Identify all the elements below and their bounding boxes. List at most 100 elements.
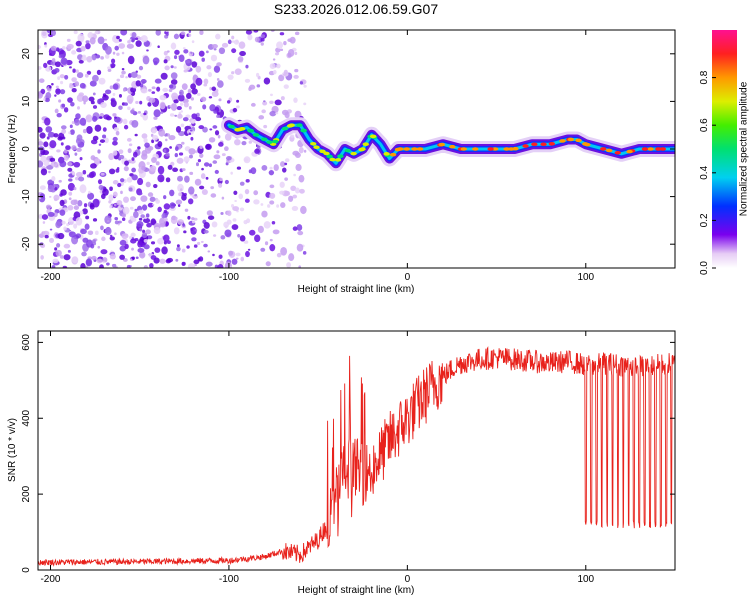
noise-point <box>217 264 224 268</box>
noise-point <box>250 102 256 107</box>
noise-point <box>44 117 51 126</box>
noise-point <box>84 73 89 78</box>
noise-point <box>190 83 197 90</box>
noise-point <box>231 35 235 40</box>
noise-point <box>78 92 85 97</box>
noise-point <box>176 246 181 252</box>
noise-point <box>147 202 154 208</box>
noise-point <box>134 208 138 212</box>
noise-point <box>144 216 147 220</box>
noise-point <box>82 128 87 134</box>
noise-point <box>51 176 56 182</box>
noise-point <box>73 186 77 191</box>
noise-point <box>43 159 50 167</box>
noise-point <box>264 241 269 246</box>
noise-point <box>275 112 279 115</box>
x-tick-label: -100 <box>219 574 239 585</box>
noise-point <box>183 156 190 163</box>
noise-point <box>143 244 150 250</box>
colorbar-label: Normalized spectral amplitude <box>738 81 749 216</box>
noise-point <box>278 74 285 82</box>
noise-point <box>72 172 75 176</box>
noise-point <box>260 203 264 206</box>
noise-point <box>122 88 126 92</box>
noise-point <box>173 33 180 40</box>
noise-point <box>38 160 44 168</box>
noise-point <box>209 86 213 91</box>
noise-point <box>109 253 116 260</box>
noise-point <box>151 86 156 90</box>
track-hotspot <box>487 147 494 151</box>
noise-point <box>123 124 129 130</box>
noise-point <box>86 55 93 63</box>
noise-point <box>273 164 279 171</box>
noise-point <box>99 264 104 268</box>
noise-point <box>274 52 280 56</box>
noise-point <box>97 179 103 185</box>
noise-point <box>191 61 198 68</box>
noise-point <box>86 126 93 134</box>
noise-point <box>177 204 181 208</box>
noise-point <box>75 233 82 239</box>
noise-point <box>234 68 242 75</box>
noise-point <box>178 54 185 62</box>
noise-point <box>203 162 210 167</box>
track-hotspot <box>512 146 519 151</box>
noise-point <box>120 190 123 195</box>
track-hotspot <box>319 149 326 154</box>
noise-point <box>303 149 307 153</box>
track-hotspot <box>600 147 607 151</box>
noise-point <box>90 243 95 249</box>
noise-point <box>100 249 108 255</box>
noise-point <box>296 224 303 231</box>
noise-point <box>55 249 62 257</box>
noise-point <box>176 105 182 111</box>
track-hotspot <box>397 147 404 151</box>
noise-point <box>303 102 307 106</box>
noise-point <box>145 229 151 235</box>
noise-point <box>190 119 196 124</box>
noise-point <box>184 208 189 212</box>
noise-point <box>114 45 119 51</box>
noise-point <box>96 258 103 264</box>
noise-point <box>47 179 55 186</box>
track-hotspot <box>605 148 613 153</box>
noise-point <box>284 111 290 119</box>
noise-point <box>284 162 288 166</box>
noise-point <box>202 126 208 133</box>
noise-point <box>206 210 213 216</box>
noise-point <box>201 167 204 171</box>
noise-point <box>298 147 304 154</box>
noise-point <box>119 245 126 252</box>
noise-point <box>137 191 143 196</box>
noise-point <box>295 163 302 172</box>
noise-point <box>269 192 276 199</box>
noise-point <box>233 39 240 45</box>
noise-point <box>201 57 205 62</box>
noise-point <box>188 148 196 155</box>
noise-point <box>248 84 256 90</box>
noise-point <box>218 142 224 147</box>
noise-point <box>91 53 97 61</box>
noise-point <box>218 98 222 102</box>
noise-point <box>112 191 118 198</box>
noise-point <box>269 110 277 117</box>
noise-point <box>268 170 275 176</box>
noise-point <box>90 163 97 169</box>
noise-point <box>169 105 172 108</box>
noise-point <box>253 199 260 205</box>
noise-point <box>71 256 79 264</box>
noise-point <box>244 78 251 83</box>
noise-point <box>56 149 61 153</box>
noise-point <box>116 78 121 82</box>
noise-point <box>194 193 198 197</box>
noise-point <box>212 253 215 257</box>
noise-point <box>130 196 136 202</box>
noise-point <box>195 65 202 73</box>
noise-point <box>60 53 65 58</box>
noise-point <box>130 109 135 114</box>
noise-point <box>260 34 266 38</box>
noise-point <box>177 113 183 119</box>
noise-point <box>98 184 104 191</box>
noise-point <box>159 258 166 264</box>
